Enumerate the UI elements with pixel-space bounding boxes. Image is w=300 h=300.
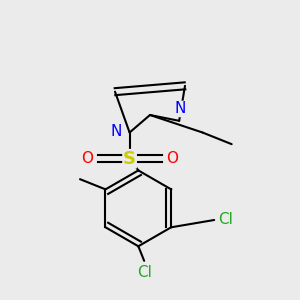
Text: N: N xyxy=(111,124,122,139)
Text: Cl: Cl xyxy=(218,212,233,227)
Text: Cl: Cl xyxy=(137,265,152,280)
Text: O: O xyxy=(166,151,178,166)
Text: O: O xyxy=(81,151,93,166)
Text: S: S xyxy=(123,150,136,168)
Text: N: N xyxy=(175,101,186,116)
